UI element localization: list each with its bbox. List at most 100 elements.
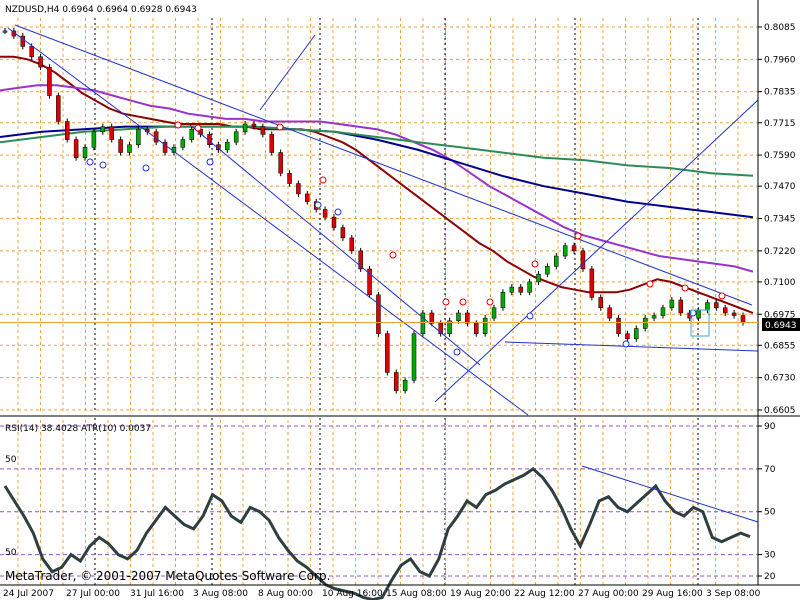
price-tick-label: 0.7100 xyxy=(764,278,796,288)
price-tick-label: 0.7220 xyxy=(764,247,796,257)
price-tick-label: 0.7590 xyxy=(764,151,796,161)
rsi-grid xyxy=(0,420,758,585)
rsi-tick-label: 30 xyxy=(764,551,776,561)
fractal-high-marker xyxy=(681,284,689,292)
price-bar xyxy=(482,317,488,334)
price-bar xyxy=(73,139,79,158)
rsi-tick-label: 20 xyxy=(764,572,776,582)
price-bar xyxy=(500,292,506,309)
price-bar xyxy=(465,312,470,324)
fractal-low-marker xyxy=(334,208,342,216)
fractal-high-marker xyxy=(574,232,582,240)
fractal-high-marker xyxy=(531,260,539,268)
current-price-box xyxy=(762,318,800,331)
price-tick-label: 0.7345 xyxy=(764,215,796,225)
price-bar xyxy=(91,131,97,148)
price-bar xyxy=(305,193,310,202)
price-bar xyxy=(376,294,381,334)
price-bar xyxy=(616,317,621,334)
price-tick-label: 0.8085 xyxy=(764,23,796,33)
time-tick-label: 27 Jul 00:00 xyxy=(66,589,120,599)
price-bar xyxy=(100,126,106,133)
price-bar xyxy=(402,379,408,391)
price-bar xyxy=(571,245,577,252)
price-bar xyxy=(331,216,337,228)
price-bar xyxy=(536,273,541,283)
trend-line xyxy=(434,99,759,403)
moving-average-line xyxy=(0,55,754,314)
rsi-trend-line xyxy=(581,465,759,523)
price-bar xyxy=(429,312,435,324)
price-tick-label: 0.6605 xyxy=(764,406,796,416)
price-bar xyxy=(651,315,657,319)
price-bar xyxy=(545,266,550,275)
time-tick-label: 29 Aug 16:00 xyxy=(642,589,703,599)
price-bar xyxy=(491,307,497,319)
price-bar xyxy=(393,372,399,391)
fractal-low-marker xyxy=(526,312,534,320)
price-bar xyxy=(580,250,586,270)
moving-average-line xyxy=(0,84,754,273)
time-axis: 24 Jul 2007 27 Jul 00:00 31 Jul 16:00 3 Aug… xyxy=(0,584,800,599)
price-bar xyxy=(456,312,461,321)
trend-line xyxy=(504,341,759,352)
fractal-low-marker xyxy=(314,201,322,209)
fractal-high-marker xyxy=(319,176,327,184)
price-grid xyxy=(0,18,758,585)
price-bar xyxy=(136,128,141,145)
current-price-label: 0.6943 xyxy=(765,321,797,331)
time-tick-label: 8 Aug 00:00 xyxy=(258,589,313,599)
price-bar xyxy=(180,139,186,148)
price-bar xyxy=(420,312,426,334)
trend-line xyxy=(189,124,481,366)
rsi-tick-label: 50 xyxy=(764,508,776,518)
price-bar xyxy=(607,307,612,319)
fractal-high-marker xyxy=(442,298,450,306)
price-bar xyxy=(56,95,61,122)
price-bar xyxy=(562,245,568,257)
price-bar xyxy=(109,126,114,140)
fractal-high-marker xyxy=(174,121,182,129)
rsi-left-label-bottom: 50 xyxy=(5,548,17,558)
price-bar xyxy=(296,183,301,195)
price-bar xyxy=(660,307,666,316)
time-tick-label: 24 Jul 2007 xyxy=(3,589,54,599)
fractal-high-marker xyxy=(276,123,284,131)
copyright-watermark: MetaTrader, © 2001-2007 MetaQuotes Softw… xyxy=(5,569,330,583)
trend-line xyxy=(259,34,316,111)
price-bar xyxy=(127,144,132,153)
fractal-low-marker xyxy=(86,158,94,166)
rsi-left-label-top: 50 xyxy=(5,455,17,465)
fractal-low-marker xyxy=(453,348,461,356)
price-bar xyxy=(287,172,292,184)
price-series xyxy=(2,27,746,394)
price-axis: 0.8085 0.7960 0.7835 0.7715 0.7590 0.7470 0.73… xyxy=(0,0,796,416)
price-bar xyxy=(64,121,70,140)
price-bar xyxy=(242,123,248,133)
price-bar xyxy=(162,141,168,153)
price-bar xyxy=(225,141,230,151)
fractal-high-marker xyxy=(194,124,202,132)
price-bar xyxy=(118,139,123,153)
price-bar xyxy=(47,66,52,96)
price-bar xyxy=(740,315,746,323)
price-bar xyxy=(29,46,34,58)
price-bar xyxy=(233,131,239,143)
price-bar xyxy=(625,333,630,340)
price-tick-label: 0.6855 xyxy=(764,341,796,351)
fractal-high-marker xyxy=(459,298,467,306)
trend-line xyxy=(7,27,529,416)
price-bar xyxy=(554,255,559,267)
price-bar xyxy=(385,333,390,373)
price-bar xyxy=(438,323,443,334)
annotations xyxy=(7,24,759,416)
price-bar xyxy=(447,320,452,334)
price-bar xyxy=(189,128,194,140)
price-bar xyxy=(322,209,328,218)
trend-line xyxy=(14,24,753,306)
price-bar xyxy=(411,333,417,381)
price-bar xyxy=(367,268,372,296)
rsi-axis: 90 70 50 30 20 xyxy=(757,416,776,585)
price-bar xyxy=(509,286,515,293)
fractal-high-marker xyxy=(389,251,397,259)
